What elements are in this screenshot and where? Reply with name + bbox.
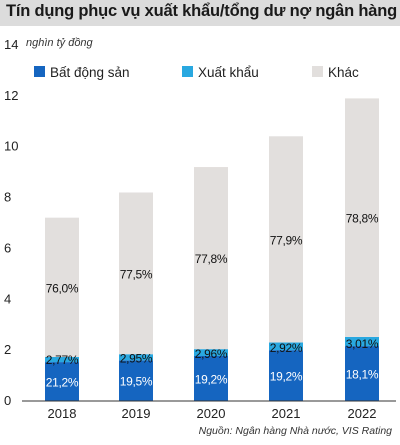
- bar-segment: [269, 350, 303, 401]
- data-label: 19,2%: [195, 372, 228, 386]
- chart-title: Tín dụng phục vụ xuất khẩu/tổng dư nợ ng…: [6, 2, 397, 20]
- bar-segment: [194, 167, 228, 350]
- data-label: 76,0%: [46, 281, 79, 295]
- data-label: 18,1%: [346, 368, 379, 382]
- data-label: 2,96%: [195, 347, 228, 361]
- data-label: 2,92%: [270, 341, 303, 355]
- data-label: 77,9%: [270, 233, 303, 247]
- data-label: 2,95%: [120, 351, 153, 365]
- data-label: 78,8%: [346, 212, 379, 226]
- bar-segment: [269, 342, 303, 351]
- data-label: 77,8%: [195, 252, 228, 266]
- bar-segment: [345, 98, 379, 337]
- bar-segment: [194, 355, 228, 401]
- bar-segment: [269, 136, 303, 343]
- y-tick-label: 0: [4, 393, 11, 408]
- y-tick-label: 6: [4, 240, 11, 255]
- bars: 21,2% 2,77% 76,0% 19,5% 2,95% 77,5% 19,2% 2,96%…: [45, 98, 379, 401]
- legend: Bất động sản Xuất khẩu Khác: [34, 65, 359, 80]
- bar-segment: [45, 357, 79, 363]
- x-tick-label: 2021: [272, 406, 301, 421]
- bar-segment: [45, 217, 79, 358]
- x-tick-label: 2020: [197, 406, 226, 421]
- legend-label-xua-t-kha-u: Xuất khẩu: [198, 65, 259, 80]
- y-axis: 0 2 4 6 8 10 12 14: [4, 37, 18, 408]
- data-label: 77,5%: [120, 267, 153, 281]
- legend-label-kha-c: Khác: [328, 65, 359, 80]
- x-tick-label: 2019: [122, 406, 151, 421]
- legend-swatch-ba-t-o-ng-sa-n: [34, 66, 45, 77]
- bar-segment: [345, 336, 379, 347]
- legend-swatch-xua-t-kha-u: [182, 66, 193, 77]
- bar-segment: [119, 360, 153, 401]
- data-label: 19,2%: [270, 370, 303, 384]
- y-tick-label: 12: [4, 88, 18, 103]
- bar-segment: [45, 362, 79, 401]
- data-label: 3,01%: [346, 337, 379, 351]
- x-tick-label: 2018: [48, 406, 77, 421]
- source-note: Nguồn: Ngân hàng Nhà nước, VIS Rating: [198, 425, 392, 437]
- data-label: 19,5%: [120, 375, 153, 389]
- bar-segment: [119, 192, 153, 355]
- x-axis: 2018 2019 2020 2021 2022: [22, 400, 396, 421]
- data-label: 21,2%: [46, 376, 79, 390]
- legend-swatch-kha-c: [312, 66, 323, 77]
- title-bar: Tín dụng phục vụ xuất khẩu/tổng dư nợ ng…: [0, 0, 400, 26]
- bar-segment: [345, 346, 379, 401]
- bar-segment: [119, 354, 153, 361]
- legend-label-ba-t-o-ng-sa-n: Bất động sản: [50, 65, 130, 80]
- y-tick-label: 10: [4, 139, 18, 154]
- y-tick-label: 4: [4, 291, 11, 306]
- y-tick-label: 2: [4, 342, 11, 357]
- y-tick-label: 14: [4, 37, 18, 52]
- unit-label: nghìn tỷ đồng: [26, 37, 94, 49]
- data-label: 2,77%: [46, 353, 79, 367]
- y-tick-label: 8: [4, 190, 11, 205]
- x-tick-label: 2022: [348, 406, 377, 421]
- bar-segment: [194, 349, 228, 356]
